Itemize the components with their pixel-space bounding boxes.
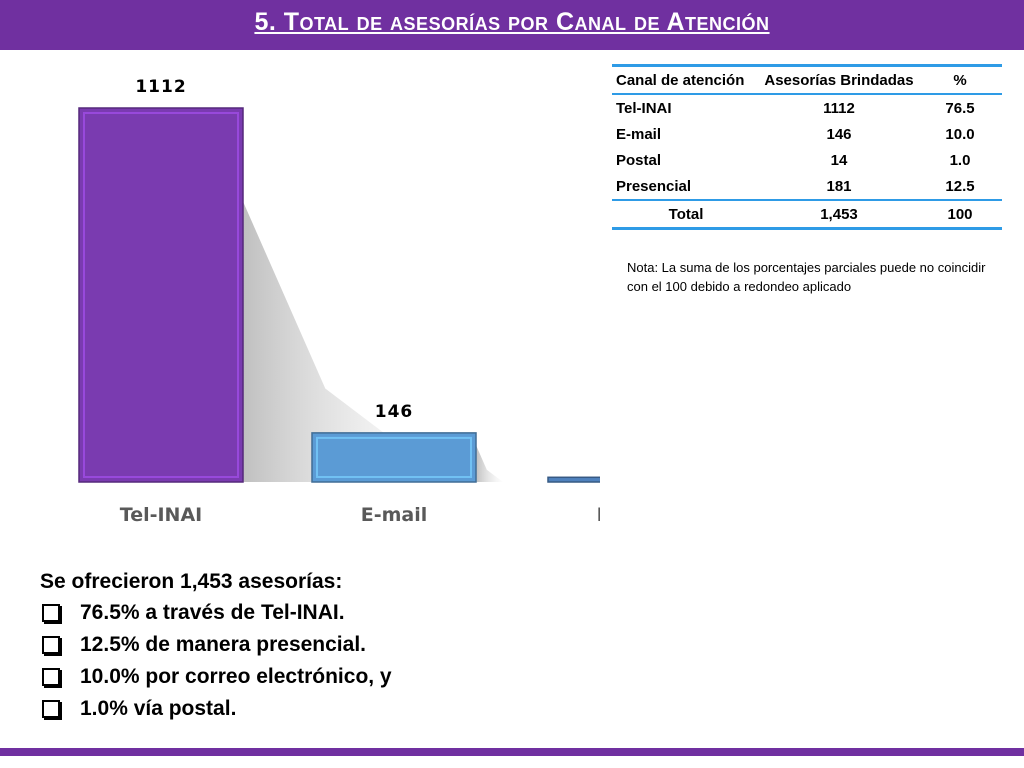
table-row: Presencial 181 12.5	[612, 173, 1002, 200]
list-item: 12.5% de manera presencial.	[40, 629, 392, 661]
bar-chart: 111214614181 Tel-INAIE-mailPostalPresenc…	[78, 77, 600, 526]
summary-heading: Se ofrecieron 1,453 asesorías:	[40, 570, 343, 593]
cell-channel: E-mail	[616, 125, 662, 143]
checkbox-icon	[42, 668, 60, 686]
list-item-text: 76.5% a través de Tel-INAI.	[80, 601, 345, 624]
bar-e-mail	[311, 432, 477, 483]
rounding-note: Nota: La suma de los porcentajes parcial…	[627, 260, 986, 294]
category-label: Postal	[597, 504, 600, 526]
checkbox-icon	[42, 636, 60, 654]
cell-count: 146	[826, 125, 852, 143]
cell-percent: 76.5	[945, 99, 975, 117]
value-label: 146	[375, 402, 414, 422]
cell-count: 14	[830, 151, 848, 169]
cell-count: 1112	[823, 99, 855, 117]
bar-tel-inai	[78, 107, 244, 483]
bottom-bar	[0, 748, 1024, 756]
list-item: 76.5% a través de Tel-INAI.	[40, 597, 392, 629]
bar-shadow	[476, 445, 504, 482]
table-row: Tel-INAI 1112 76.5	[612, 94, 1002, 121]
category-label: Tel-INAI	[120, 504, 202, 526]
list-item-text: 10.0% por correo electrónico, y	[80, 665, 392, 688]
table-header-row: Canal de atención Asesorías Brindadas %	[612, 65, 1002, 94]
total-count: 1,453	[820, 205, 858, 223]
list-item: 1.0% vía postal.	[40, 693, 392, 725]
bar-postal	[547, 476, 600, 483]
column-header-asesorias: Asesorías Brindadas	[764, 71, 914, 89]
column-header-canal: Canal de atención	[616, 71, 745, 89]
column-header-percent: %	[953, 71, 967, 89]
table-row: Postal 14 1.0	[612, 147, 1002, 173]
cell-percent: 10.0	[945, 125, 975, 143]
value-label: 1112	[135, 77, 186, 97]
category-label: E-mail	[361, 504, 428, 526]
cell-count: 181	[826, 177, 852, 195]
total-label: Total	[668, 205, 704, 223]
table-total-row: Total 1,453 100	[612, 200, 1002, 229]
slide-title: 5. Total de asesorías por Canal de Atenc…	[254, 8, 770, 36]
summary-list: 76.5% a través de Tel-INAI. 12.5% de man…	[40, 597, 392, 725]
summary-section: Se ofrecieron 1,453 asesorías: 76.5% a t…	[40, 570, 392, 725]
total-percent: 100	[947, 205, 973, 223]
bar-shadow	[243, 201, 449, 482]
title-bar	[0, 0, 1024, 50]
bar-bevel	[316, 436, 472, 479]
table-row: E-mail 146 10.0	[612, 121, 1002, 147]
checkbox-icon	[42, 700, 60, 718]
cell-percent: 1.0	[949, 151, 971, 169]
cell-channel: Postal	[616, 151, 662, 169]
list-item: 10.0% por correo electrónico, y	[40, 661, 392, 693]
cell-channel: Tel-INAI	[616, 99, 672, 117]
bar-bevel	[83, 112, 239, 478]
list-item-text: 12.5% de manera presencial.	[80, 633, 366, 656]
data-table: Canal de atención Asesorías Brindadas % …	[612, 64, 1002, 230]
cell-channel: Presencial	[616, 177, 692, 195]
checkbox-icon	[42, 604, 60, 622]
list-item-text: 1.0% vía postal.	[80, 697, 237, 720]
cell-percent: 12.5	[945, 177, 975, 195]
